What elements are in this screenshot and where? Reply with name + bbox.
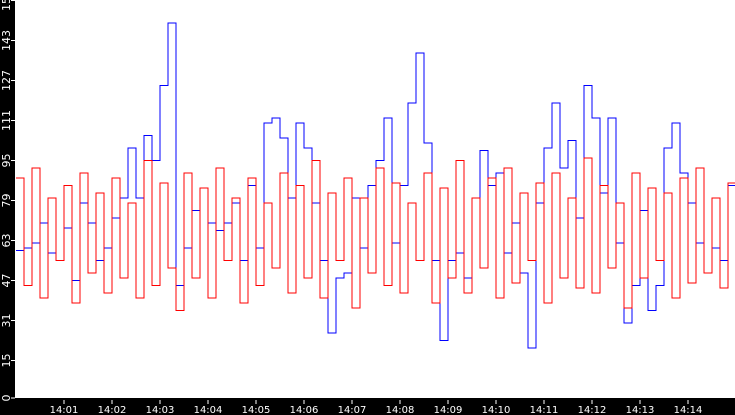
x-tick-label: 14:06 — [290, 405, 319, 415]
x-axis: 14:01 14:02 14:03 14:04 14:05 14:06 14:07 14:08… — [50, 400, 703, 415]
y-tick-label: 31 — [0, 314, 13, 328]
x-tick-label: 14:14 — [674, 405, 703, 415]
x-tick-label: 14:10 — [482, 405, 511, 415]
y-tick-label: 79 — [0, 194, 13, 208]
y-tick-label: 63 — [0, 234, 13, 248]
x-tick-label: 14:08 — [386, 405, 415, 415]
x-tick-label: 14:07 — [338, 405, 367, 415]
x-tick-label: 14:13 — [626, 405, 655, 415]
x-tick-label: 14:03 — [146, 405, 175, 415]
x-tick-label: 14:01 — [50, 405, 79, 415]
x-tick-label: 14:04 — [194, 405, 223, 415]
y-axis: 0 15 31 47 63 79 95 111 127 143 159 — [0, 0, 15, 402]
x-tick-label: 14:11 — [530, 405, 559, 415]
y-tick-label: 47 — [0, 274, 13, 288]
y-tick-label: 127 — [0, 70, 13, 91]
y-tick-label: 159 — [0, 0, 13, 11]
series-layer — [15, 22, 735, 349]
x-tick-label: 14:05 — [242, 405, 271, 415]
x-tick-label: 14:02 — [98, 405, 127, 415]
y-tick-label: 143 — [0, 30, 13, 51]
plot-area — [15, 0, 735, 398]
y-tick-label: 111 — [0, 110, 13, 131]
y-tick-label: 15 — [0, 354, 13, 368]
x-tick-label: 14:12 — [578, 405, 607, 415]
y-tick-label: 0 — [0, 395, 13, 402]
x-tick-label: 14:09 — [434, 405, 463, 415]
y-tick-label: 95 — [0, 154, 13, 168]
